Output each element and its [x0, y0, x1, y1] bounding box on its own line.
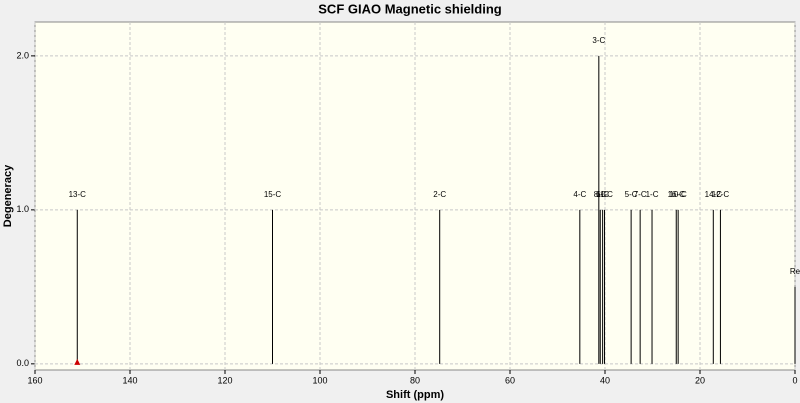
y-tick-label: 2.0 [16, 50, 29, 60]
peak-label: 2-C [433, 190, 446, 199]
peak-label: 6-C [596, 190, 609, 199]
x-tick-label: 20 [695, 375, 705, 385]
x-tick-label: 120 [217, 375, 232, 385]
x-tick-label: 40 [600, 375, 610, 385]
peak-label: 12-C [712, 190, 730, 199]
peak-label: 1-C [646, 190, 659, 199]
peak-label: 8-C [594, 190, 607, 199]
x-tick-label: 160 [27, 375, 42, 385]
y-axis-label: Degeneracy [2, 164, 14, 227]
y-tick-label: 1.0 [16, 204, 29, 214]
peak-label: 4-C [573, 190, 586, 199]
x-tick-label: 140 [122, 375, 137, 385]
peak-label: 14-C [705, 190, 723, 199]
cursor-marker [74, 358, 81, 365]
peak-label: 15-C [264, 190, 282, 199]
peak-label: 3-C [592, 36, 605, 45]
peak-label: 13-C [69, 190, 87, 199]
x-tick-label: 0 [792, 375, 797, 385]
chart-title: SCF GIAO Magnetic shielding [318, 1, 502, 16]
peak-label: 16-C [668, 190, 686, 199]
peak-label: 7-C [634, 190, 647, 199]
x-tick-label: 60 [505, 375, 515, 385]
x-tick-label: 80 [410, 375, 420, 385]
x-tick-label: 100 [312, 375, 327, 385]
x-axis-label: Shift (ppm) [386, 389, 444, 401]
peak-label: 11-C [596, 190, 613, 199]
peak-label: 10-C [669, 190, 687, 199]
y-tick-label: 0.0 [16, 358, 29, 368]
peak-label: 5-C [625, 190, 638, 199]
peak-label: Re [790, 267, 800, 276]
